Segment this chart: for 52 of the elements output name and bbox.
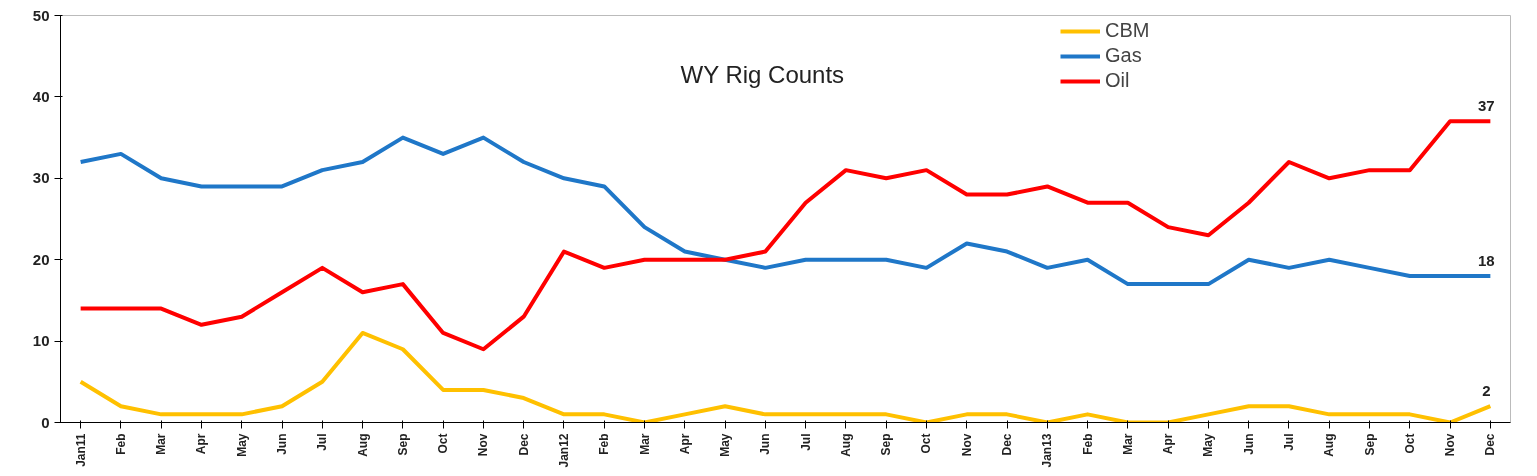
x-tick-label: Dec (516, 433, 531, 456)
x-tick-label: Feb (597, 433, 612, 455)
x-tick-label: Oct (1402, 433, 1417, 454)
x-tick-label: May (234, 433, 249, 457)
x-tick-label: Jun (1241, 433, 1256, 455)
x-tick-label: Sep (1362, 433, 1377, 456)
x-tick-label: Jun (758, 433, 773, 455)
x-tick-label: Mar (1120, 433, 1135, 455)
line-series (78, 119, 1493, 352)
y-tick-label: 10 (32, 332, 50, 350)
x-tick-label: Sep (395, 433, 410, 456)
x-tick-label: Dec (1483, 433, 1498, 456)
x-tick-label: Feb (1080, 433, 1095, 455)
x-tick-label: Nov (959, 433, 974, 457)
x-tick-label: Aug (355, 433, 370, 457)
x-tick-label: Nov (1443, 433, 1458, 457)
x-tick-label: Apr (677, 433, 692, 455)
y-tick-label: 0 (41, 413, 50, 431)
x-tick-label: Jun (275, 433, 290, 455)
x-tick-label: Aug (838, 433, 853, 457)
data-label: 37 (1478, 97, 1495, 115)
legend-label: CBM (1105, 19, 1150, 42)
y-tick-label: 30 (32, 169, 50, 187)
x-tick-label: Apr (194, 433, 209, 455)
text: WY Rig Counts (680, 60, 845, 88)
x-tick-label: Apr (1161, 433, 1176, 455)
legend-label: Oil (1105, 69, 1130, 92)
x-tick-label: May (718, 433, 733, 457)
x-tick-label: Jan13 (1040, 433, 1055, 468)
legend-label: Gas (1105, 44, 1142, 67)
line-series (78, 330, 1493, 423)
x-tick-label: Aug (1322, 433, 1337, 457)
x-tick-label: Feb (113, 433, 128, 455)
y-tick-label: 50 (32, 6, 50, 24)
line-series (78, 135, 1493, 287)
x-tick-label: Jul (315, 433, 330, 451)
x-tick-label: Mar (154, 433, 169, 455)
x-tick-label: Mar (637, 433, 652, 455)
data-label: 18 (1478, 251, 1495, 269)
x-tick-label: May (1201, 433, 1216, 457)
x-tick-label: Nov (476, 433, 491, 457)
data-label: 2 (1482, 382, 1491, 400)
x-tick-label: Jul (1281, 433, 1296, 451)
x-tick-label: Oct (919, 433, 934, 454)
y-tick-label: 20 (32, 250, 50, 268)
y-tick-label: 40 (32, 87, 50, 105)
x-tick-label: Jan11 (73, 433, 88, 467)
x-tick-label: Jul (798, 433, 813, 451)
x-tick-label: Dec (1000, 433, 1015, 456)
x-tick-label: Jan12 (556, 433, 571, 468)
x-tick-label: Sep (879, 433, 894, 456)
x-tick-label: Oct (436, 433, 451, 454)
